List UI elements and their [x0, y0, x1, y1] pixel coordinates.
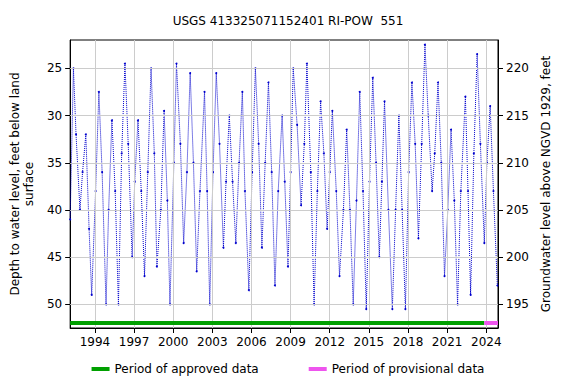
svg-text:2021: 2021: [432, 335, 463, 349]
svg-text:USGS 413325071152401 RI-POW 5: USGS 413325071152401 RI-POW 551: [173, 14, 404, 28]
svg-text:200: 200: [506, 250, 529, 264]
svg-text:2024: 2024: [471, 335, 502, 349]
svg-text:210: 210: [506, 156, 529, 170]
svg-text:2003: 2003: [197, 335, 228, 349]
svg-text:2018: 2018: [393, 335, 424, 349]
svg-text:35: 35: [47, 156, 62, 170]
svg-text:50: 50: [47, 297, 62, 311]
svg-text:40: 40: [47, 203, 62, 217]
svg-text:2006: 2006: [236, 335, 267, 349]
svg-text:Period of provisional data: Period of provisional data: [332, 362, 485, 376]
svg-text:2000: 2000: [158, 335, 189, 349]
svg-text:2009: 2009: [275, 335, 306, 349]
svg-text:215: 215: [506, 109, 529, 123]
svg-text:surface: surface: [22, 162, 36, 206]
svg-text:1994: 1994: [80, 335, 111, 349]
svg-text:2015: 2015: [354, 335, 385, 349]
svg-text:220: 220: [506, 61, 529, 75]
svg-text:2012: 2012: [314, 335, 345, 349]
svg-text:25: 25: [47, 61, 62, 75]
svg-text:45: 45: [47, 250, 62, 264]
svg-text:Period of approved data: Period of approved data: [115, 362, 259, 376]
svg-text:30: 30: [47, 109, 62, 123]
svg-text:Depth to water level, feet bel: Depth to water level, feet below land: [8, 72, 22, 295]
svg-text:1997: 1997: [119, 335, 150, 349]
svg-text:195: 195: [506, 297, 529, 311]
svg-text:Groundwater level above NGVD 1: Groundwater level above NGVD 1929, feet: [539, 55, 553, 312]
svg-text:205: 205: [506, 203, 529, 217]
